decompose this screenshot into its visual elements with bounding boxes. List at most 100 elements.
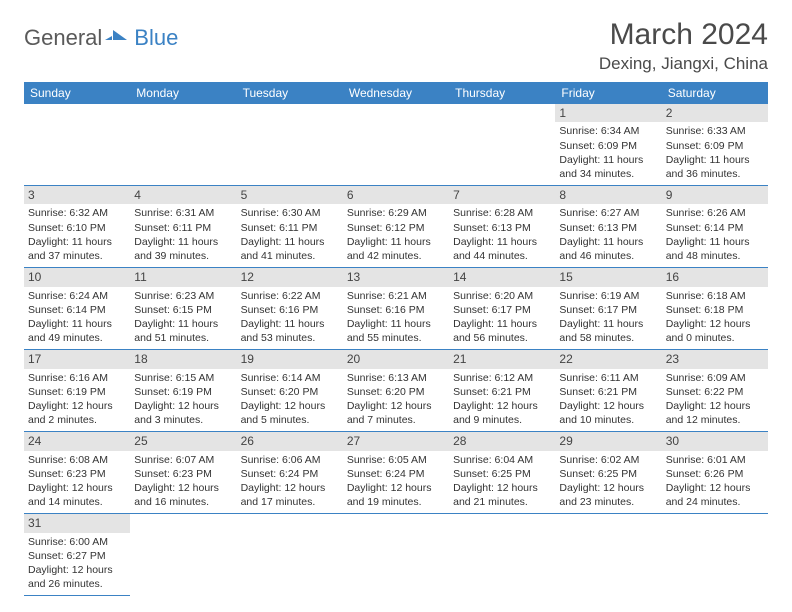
day-details: Sunrise: 6:21 AMSunset: 6:16 PMDaylight:… (343, 287, 449, 350)
calendar-cell: 5Sunrise: 6:30 AMSunset: 6:11 PMDaylight… (237, 186, 343, 268)
day-number: 15 (555, 268, 661, 286)
month-title: March 2024 (599, 18, 768, 52)
day-number: 24 (24, 432, 130, 450)
calendar-cell: 21Sunrise: 6:12 AMSunset: 6:21 PMDayligh… (449, 350, 555, 432)
day-details: Sunrise: 6:27 AMSunset: 6:13 PMDaylight:… (555, 204, 661, 267)
calendar-cell: 22Sunrise: 6:11 AMSunset: 6:21 PMDayligh… (555, 350, 661, 432)
day-number: 13 (343, 268, 449, 286)
day-number: 18 (130, 350, 236, 368)
day-number: 7 (449, 186, 555, 204)
calendar-cell: 7Sunrise: 6:28 AMSunset: 6:13 PMDaylight… (449, 186, 555, 268)
day-number: 4 (130, 186, 236, 204)
day-details: Sunrise: 6:09 AMSunset: 6:22 PMDaylight:… (662, 369, 768, 432)
day-number: 23 (662, 350, 768, 368)
weekday-header: Friday (555, 82, 661, 104)
day-details: Sunrise: 6:19 AMSunset: 6:17 PMDaylight:… (555, 287, 661, 350)
calendar-cell: 11Sunrise: 6:23 AMSunset: 6:15 PMDayligh… (130, 268, 236, 350)
day-details: Sunrise: 6:01 AMSunset: 6:26 PMDaylight:… (662, 451, 768, 514)
day-details: Sunrise: 6:13 AMSunset: 6:20 PMDaylight:… (343, 369, 449, 432)
day-number: 31 (24, 514, 130, 532)
day-details: Sunrise: 6:28 AMSunset: 6:13 PMDaylight:… (449, 204, 555, 267)
calendar-cell: 18Sunrise: 6:15 AMSunset: 6:19 PMDayligh… (130, 350, 236, 432)
calendar-cell (237, 514, 343, 596)
calendar-cell (130, 514, 236, 596)
day-details: Sunrise: 6:00 AMSunset: 6:27 PMDaylight:… (24, 533, 130, 596)
location: Dexing, Jiangxi, China (599, 54, 768, 74)
day-number: 19 (237, 350, 343, 368)
calendar-cell: 29Sunrise: 6:02 AMSunset: 6:25 PMDayligh… (555, 432, 661, 514)
day-number: 10 (24, 268, 130, 286)
day-number: 12 (237, 268, 343, 286)
calendar-cell: 8Sunrise: 6:27 AMSunset: 6:13 PMDaylight… (555, 186, 661, 268)
calendar-row: 10Sunrise: 6:24 AMSunset: 6:14 PMDayligh… (24, 268, 768, 350)
calendar-cell (343, 104, 449, 186)
day-number: 28 (449, 432, 555, 450)
weekday-header: Sunday (24, 82, 130, 104)
day-number: 14 (449, 268, 555, 286)
calendar-row: 3Sunrise: 6:32 AMSunset: 6:10 PMDaylight… (24, 186, 768, 268)
day-number: 6 (343, 186, 449, 204)
calendar-cell (449, 514, 555, 596)
calendar-cell: 27Sunrise: 6:05 AMSunset: 6:24 PMDayligh… (343, 432, 449, 514)
calendar-cell: 25Sunrise: 6:07 AMSunset: 6:23 PMDayligh… (130, 432, 236, 514)
day-number: 9 (662, 186, 768, 204)
day-details: Sunrise: 6:33 AMSunset: 6:09 PMDaylight:… (662, 122, 768, 185)
calendar-cell: 26Sunrise: 6:06 AMSunset: 6:24 PMDayligh… (237, 432, 343, 514)
calendar-cell: 6Sunrise: 6:29 AMSunset: 6:12 PMDaylight… (343, 186, 449, 268)
flag-icon (105, 24, 131, 45)
day-number: 16 (662, 268, 768, 286)
day-details: Sunrise: 6:29 AMSunset: 6:12 PMDaylight:… (343, 204, 449, 267)
day-details: Sunrise: 6:26 AMSunset: 6:14 PMDaylight:… (662, 204, 768, 267)
calendar-cell: 15Sunrise: 6:19 AMSunset: 6:17 PMDayligh… (555, 268, 661, 350)
day-details: Sunrise: 6:24 AMSunset: 6:14 PMDaylight:… (24, 287, 130, 350)
calendar-cell: 17Sunrise: 6:16 AMSunset: 6:19 PMDayligh… (24, 350, 130, 432)
day-number: 26 (237, 432, 343, 450)
calendar-cell: 3Sunrise: 6:32 AMSunset: 6:10 PMDaylight… (24, 186, 130, 268)
calendar-cell (662, 514, 768, 596)
day-details: Sunrise: 6:31 AMSunset: 6:11 PMDaylight:… (130, 204, 236, 267)
day-details: Sunrise: 6:20 AMSunset: 6:17 PMDaylight:… (449, 287, 555, 350)
calendar-row: 17Sunrise: 6:16 AMSunset: 6:19 PMDayligh… (24, 350, 768, 432)
calendar-body: 1Sunrise: 6:34 AMSunset: 6:09 PMDaylight… (24, 104, 768, 596)
day-number: 22 (555, 350, 661, 368)
day-number: 8 (555, 186, 661, 204)
calendar-cell: 31Sunrise: 6:00 AMSunset: 6:27 PMDayligh… (24, 514, 130, 596)
day-details: Sunrise: 6:22 AMSunset: 6:16 PMDaylight:… (237, 287, 343, 350)
day-number: 2 (662, 104, 768, 122)
logo: General Blue (24, 24, 178, 51)
calendar-cell (24, 104, 130, 186)
weekday-header: Monday (130, 82, 236, 104)
day-number: 25 (130, 432, 236, 450)
day-details: Sunrise: 6:05 AMSunset: 6:24 PMDaylight:… (343, 451, 449, 514)
header: General Blue March 2024 Dexing, Jiangxi,… (24, 18, 768, 74)
calendar-cell: 20Sunrise: 6:13 AMSunset: 6:20 PMDayligh… (343, 350, 449, 432)
day-details: Sunrise: 6:32 AMSunset: 6:10 PMDaylight:… (24, 204, 130, 267)
calendar-cell: 16Sunrise: 6:18 AMSunset: 6:18 PMDayligh… (662, 268, 768, 350)
calendar-row: 31Sunrise: 6:00 AMSunset: 6:27 PMDayligh… (24, 514, 768, 596)
day-details: Sunrise: 6:23 AMSunset: 6:15 PMDaylight:… (130, 287, 236, 350)
day-details: Sunrise: 6:30 AMSunset: 6:11 PMDaylight:… (237, 204, 343, 267)
day-details: Sunrise: 6:07 AMSunset: 6:23 PMDaylight:… (130, 451, 236, 514)
calendar-cell: 23Sunrise: 6:09 AMSunset: 6:22 PMDayligh… (662, 350, 768, 432)
calendar-cell (449, 104, 555, 186)
calendar-cell: 14Sunrise: 6:20 AMSunset: 6:17 PMDayligh… (449, 268, 555, 350)
weekday-header: Wednesday (343, 82, 449, 104)
calendar-cell: 1Sunrise: 6:34 AMSunset: 6:09 PMDaylight… (555, 104, 661, 186)
day-details: Sunrise: 6:34 AMSunset: 6:09 PMDaylight:… (555, 122, 661, 185)
day-number: 1 (555, 104, 661, 122)
day-details: Sunrise: 6:06 AMSunset: 6:24 PMDaylight:… (237, 451, 343, 514)
day-number: 5 (237, 186, 343, 204)
calendar-cell: 24Sunrise: 6:08 AMSunset: 6:23 PMDayligh… (24, 432, 130, 514)
day-details: Sunrise: 6:02 AMSunset: 6:25 PMDaylight:… (555, 451, 661, 514)
day-details: Sunrise: 6:14 AMSunset: 6:20 PMDaylight:… (237, 369, 343, 432)
day-details: Sunrise: 6:08 AMSunset: 6:23 PMDaylight:… (24, 451, 130, 514)
day-details: Sunrise: 6:12 AMSunset: 6:21 PMDaylight:… (449, 369, 555, 432)
day-details: Sunrise: 6:15 AMSunset: 6:19 PMDaylight:… (130, 369, 236, 432)
calendar-cell: 10Sunrise: 6:24 AMSunset: 6:14 PMDayligh… (24, 268, 130, 350)
calendar-cell (130, 104, 236, 186)
calendar-cell (237, 104, 343, 186)
day-number: 29 (555, 432, 661, 450)
day-number: 3 (24, 186, 130, 204)
calendar-table: SundayMondayTuesdayWednesdayThursdayFrid… (24, 82, 768, 596)
day-details: Sunrise: 6:16 AMSunset: 6:19 PMDaylight:… (24, 369, 130, 432)
